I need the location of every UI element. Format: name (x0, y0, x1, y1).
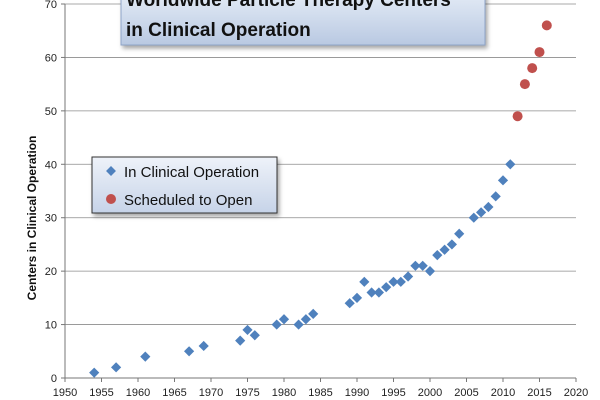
point-in-operation-1990 (351, 292, 363, 303)
point-in-operation-1969 (198, 340, 209, 352)
point-in-operation-1974 (235, 335, 246, 346)
y-tick-label-50: 50 (45, 106, 57, 118)
y-axis-label: Centers in Clinical Operation (25, 136, 39, 301)
legend-marker-scheduled-to-open (106, 194, 116, 204)
point-in-operation-1997 (403, 271, 414, 282)
y-tick-label-40: 40 (45, 159, 57, 171)
point-in-operation-2004 (454, 228, 465, 239)
point-in-operation-1998 (410, 260, 421, 271)
point-in-operation-1980 (278, 314, 290, 325)
y-tick-labels: 0 10 20 30 40 50 60 70 (45, 0, 57, 385)
point-in-operation-1993 (373, 287, 384, 298)
point-in-operation-2010 (497, 175, 509, 186)
point-in-operation-2011 (505, 159, 516, 170)
point-in-operation-1989 (344, 298, 355, 309)
x-tick-label-1985: 1985 (308, 387, 332, 399)
chart-title-box: Worldwide Particle Therapy Centers in Cl… (120, 0, 486, 46)
y-tick-label-0: 0 (51, 373, 57, 385)
x-tick-label-2015: 2015 (527, 387, 551, 399)
point-scheduled-2016 (541, 20, 552, 31)
point-in-operation-2007 (476, 207, 487, 218)
point-scheduled-2014 (527, 63, 538, 74)
data-points (89, 20, 552, 378)
legend-label-in-clinical-operation: In Clinical Operation (124, 164, 259, 181)
y-tick-label-10: 10 (45, 320, 57, 332)
point-in-operation-1984 (308, 308, 319, 319)
point-in-operation-1961 (140, 351, 151, 362)
point-in-operation-1994 (381, 282, 392, 293)
point-in-operation-2001 (432, 250, 443, 261)
y-tick-label-20: 20 (45, 266, 57, 278)
x-tick-label-1950: 1950 (53, 387, 77, 399)
x-tick-label-2005: 2005 (454, 387, 478, 399)
legend: In Clinical Operation Scheduled to Open (91, 156, 278, 214)
x-tick-label-1960: 1960 (126, 387, 150, 399)
axes (61, 3, 577, 382)
point-in-operation-2006 (468, 212, 479, 223)
x-tick-label-1995: 1995 (381, 387, 405, 399)
point-scheduled-2012 (512, 111, 523, 122)
x-tick-label-1980: 1980 (272, 387, 296, 399)
point-in-operation-1979 (271, 319, 282, 330)
y-tick-label-60: 60 (45, 52, 57, 64)
x-tick-label-1955: 1955 (89, 387, 113, 399)
legend-background (91, 156, 278, 214)
point-in-operation-1996 (395, 276, 406, 287)
point-scheduled-2015 (534, 47, 545, 58)
point-in-operation-2008 (483, 201, 494, 213)
x-tick-label-1990: 1990 (345, 387, 369, 399)
point-in-operation-1983 (300, 314, 311, 325)
point-scheduled-2013 (519, 79, 530, 90)
x-tick-label-1970: 1970 (199, 387, 223, 399)
x-tick-label-1975: 1975 (235, 387, 259, 399)
chart-title-line-1: Worldwide Particle Therapy Centers (126, 0, 451, 11)
point-in-operation-1957 (111, 362, 122, 373)
legend-label-scheduled-to-open: Scheduled to Open (124, 192, 252, 209)
point-in-operation-1999 (417, 260, 428, 271)
point-in-operation-1982 (293, 319, 304, 330)
chart-title-line-2: in Clinical Operation (126, 20, 311, 41)
point-in-operation-1967 (184, 346, 195, 357)
y-tick-label-70: 70 (45, 0, 57, 11)
point-in-operation-1995 (388, 276, 399, 287)
legend-marker-in-clinical-operation (106, 166, 116, 176)
title-background (120, 0, 486, 46)
x-tick-label-2020: 2020 (564, 387, 588, 399)
point-in-operation-2000 (424, 266, 436, 277)
x-tick-labels: 1950 1955 1960 1965 1970 1975 1980 1985 1990 1995… (53, 387, 588, 399)
point-in-operation-1992 (366, 287, 377, 298)
point-in-operation-2003 (446, 239, 457, 250)
x-tick-label-2000: 2000 (418, 387, 442, 399)
point-in-operation-1991 (359, 276, 370, 287)
point-in-operation-1975 (242, 324, 253, 336)
point-in-operation-2009 (490, 191, 501, 202)
x-tick-label-2010: 2010 (491, 387, 515, 399)
point-in-operation-1954 (89, 367, 100, 378)
x-tick-label-1965: 1965 (162, 387, 186, 399)
point-in-operation-1976 (249, 330, 260, 341)
point-in-operation-2002 (439, 244, 450, 255)
y-tick-label-30: 30 (45, 213, 57, 225)
